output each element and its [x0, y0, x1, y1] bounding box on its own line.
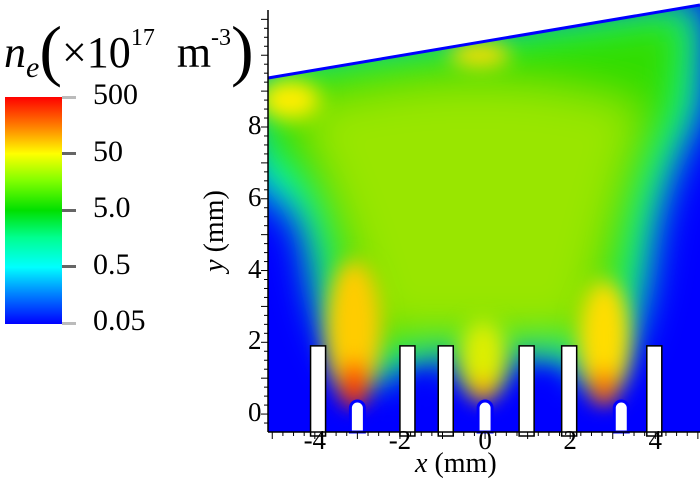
x-tick-label: -4: [303, 425, 327, 455]
electrode-5: [646, 345, 663, 437]
colorbar-title: ne(×1017 m-3): [4, 12, 254, 88]
colorbar-tick-mark: [62, 152, 76, 155]
x-tick-label: 2: [563, 425, 577, 455]
y-axis-label: y (mm): [199, 190, 230, 272]
colorbar-tick-label: 0.5: [93, 247, 131, 281]
y-tick-label: 0: [248, 397, 262, 428]
electrode-2: [437, 345, 454, 437]
y-tick-label: 4: [248, 253, 262, 284]
colorbar-tick-label: 5.0: [93, 191, 131, 224]
density-field: [268, 5, 700, 432]
electrode-0: [309, 345, 327, 437]
cathode-tip-1: [476, 399, 494, 434]
x-tick-label: -2: [388, 425, 412, 455]
electrode-3: [518, 345, 535, 437]
colorbar-tick-mark: [62, 265, 76, 268]
x-axis-label: x (mm): [415, 448, 497, 479]
domain-boundary: [267, 3, 700, 80]
y-tick-label: 6: [248, 181, 262, 212]
y-tick-label: 2: [248, 325, 262, 356]
x-tick-label: 4: [648, 425, 663, 455]
y-tick-label: 8: [248, 110, 262, 140]
cathode-tip-0: [348, 399, 366, 434]
electrode-4: [560, 345, 578, 437]
colorbar-tick-label: 500: [93, 78, 138, 111]
colorbar-tick-mark: [62, 208, 76, 212]
colorbar-tick-mark: [62, 321, 76, 325]
cathode-tip-2: [612, 399, 630, 434]
colorbar: [5, 97, 62, 324]
colorbar-tick-label: 50: [93, 134, 123, 168]
colorbar-tick-mark: [62, 95, 76, 99]
electrode-1: [399, 345, 416, 437]
x-tick-label: 0: [478, 425, 492, 455]
colorbar-tick-label: 0.05: [93, 304, 146, 337]
